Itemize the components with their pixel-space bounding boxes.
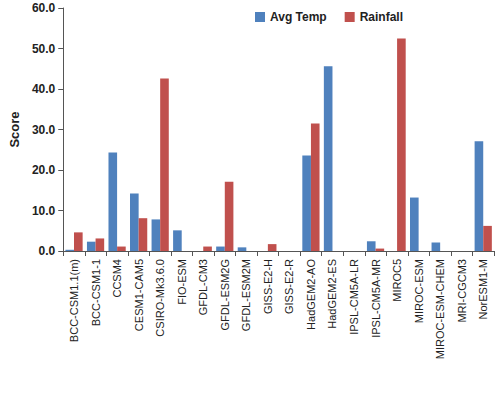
svg-text:0.0: 0.0 [39,244,56,258]
svg-text:MIROC5: MIROC5 [391,259,403,302]
svg-text:GFDL-ESM2G: GFDL-ESM2G [219,259,231,331]
svg-text:60.0: 60.0 [32,1,56,15]
svg-text:CCSM4: CCSM4 [111,259,123,298]
svg-text:FIO-ESM: FIO-ESM [176,259,188,305]
svg-text:CESM1-CAM5: CESM1-CAM5 [133,259,145,331]
svg-text:HadGEM2-ES: HadGEM2-ES [326,259,338,329]
svg-text:GFDL-ESM2M: GFDL-ESM2M [240,259,252,331]
svg-text:MRI-CGCM3: MRI-CGCM3 [456,259,468,323]
svg-text:GFDL-CM3: GFDL-CM3 [197,259,209,315]
svg-text:GISS-E2-H: GISS-E2-H [262,259,274,314]
svg-text:HadGEM2-AO: HadGEM2-AO [305,259,317,330]
svg-text:Rainfall: Rainfall [360,10,403,24]
svg-text:Score: Score [7,111,22,147]
svg-text:30.0: 30.0 [32,123,56,137]
svg-text:MIROC-ESM: MIROC-ESM [413,259,425,323]
svg-text:IPSL-CM5A-MR: IPSL-CM5A-MR [370,259,382,338]
svg-text:BCC-CSM1-1: BCC-CSM1-1 [90,259,102,326]
svg-text:Avg Temp: Avg Temp [270,10,327,24]
svg-text:50.0: 50.0 [32,42,56,56]
svg-text:NorESM1-M: NorESM1-M [477,259,489,320]
svg-text:20.0: 20.0 [32,163,56,177]
svg-text:MIROC-ESM-CHEM: MIROC-ESM-CHEM [434,259,446,359]
svg-text:IPSL-CM5A-LR: IPSL-CM5A-LR [348,259,360,335]
svg-text:40.0: 40.0 [32,82,56,96]
svg-text:BCC-CSM1.1(m): BCC-CSM1.1(m) [68,259,80,342]
svg-text:CSIRO-Mk3.6.0: CSIRO-Mk3.6.0 [154,259,166,337]
svg-text:10.0: 10.0 [32,204,56,218]
svg-text:GISS-E2-R: GISS-E2-R [283,259,295,314]
